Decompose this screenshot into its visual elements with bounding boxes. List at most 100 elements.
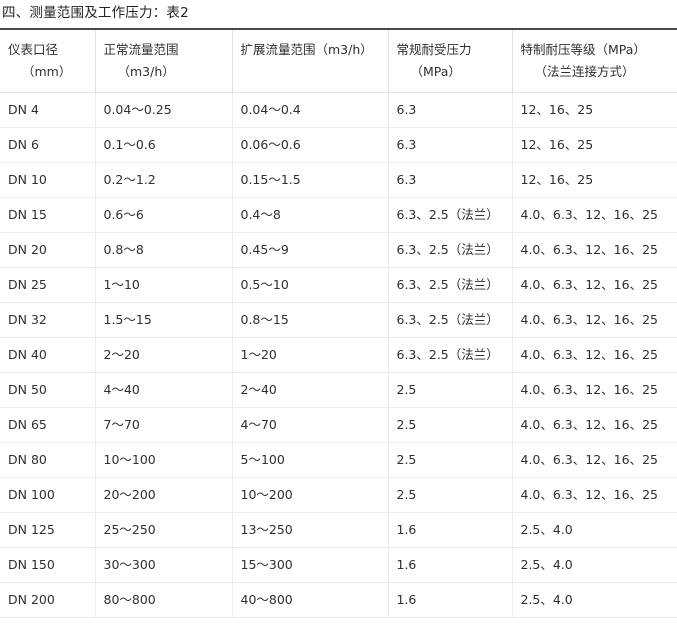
column-header-caliber-line1: 仪表口径 [8,42,59,57]
cell-extended-flow-range: 40～800 [232,582,389,618]
table-row: DN 6 0.1～0.6 0.06～0.6 6.3 12、16、25 [0,127,677,163]
cell-normal-flow-range: 25～250 [95,512,233,548]
column-header-normal-flow-range-line2: （m3/h） [117,64,175,79]
cell-caliber: DN 6 [0,127,96,163]
cell-standard-pressure: 2.5 [388,372,513,408]
cell-caliber: DN 80 [0,442,96,478]
table-row: DN 20 0.8～8 0.45～9 6.3、2.5（法兰） 4.0、6.3、12、16… [0,232,677,268]
column-header-normal-flow-range: 正常流量范围 （m3/h） [95,28,233,93]
cell-caliber: DN 100 [0,477,96,513]
cell-special-pressure: 12、16、25 [512,127,677,163]
cell-normal-flow-range: 1.5～15 [95,302,233,338]
cell-normal-flow-range: 80～800 [95,582,233,618]
cell-special-pressure: 4.0、6.3、12、16、25 [512,477,677,513]
cell-extended-flow-range: 0.06～0.6 [232,127,389,163]
measurement-range-pressure-table: 仪表口径 （mm） 正常流量范围 （m3/h） 扩展流量范围（m3/h） 常规耐… [0,28,677,618]
cell-special-pressure: 4.0、6.3、12、16、25 [512,442,677,478]
section-title: 四、测量范围及工作压力：表2 [2,5,189,21]
cell-special-pressure: 12、16、25 [512,162,677,198]
cell-special-pressure: 4.0、6.3、12、16、25 [512,232,677,268]
cell-standard-pressure: 1.6 [388,547,513,583]
cell-extended-flow-range: 1～20 [232,337,389,373]
cell-caliber: DN 32 [0,302,96,338]
cell-caliber: DN 200 [0,582,96,618]
cell-extended-flow-range: 0.8～15 [232,302,389,338]
cell-extended-flow-range: 0.5～10 [232,267,389,303]
cell-extended-flow-range: 10～200 [232,477,389,513]
cell-special-pressure: 2.5、4.0 [512,582,677,618]
cell-normal-flow-range: 20～200 [95,477,233,513]
cell-caliber: DN 40 [0,337,96,373]
cell-normal-flow-range: 30～300 [95,547,233,583]
cell-normal-flow-range: 4～40 [95,372,233,408]
table-row: DN 150 30～300 15～300 1.6 2.5、4.0 [0,547,677,583]
column-header-special-pressure-line1: 特制耐压等级（MPa） [520,42,646,57]
cell-caliber: DN 25 [0,267,96,303]
table-header-row: 仪表口径 （mm） 正常流量范围 （m3/h） 扩展流量范围（m3/h） 常规耐… [0,28,677,93]
cell-normal-flow-range: 1～10 [95,267,233,303]
table-header: 仪表口径 （mm） 正常流量范围 （m3/h） 扩展流量范围（m3/h） 常规耐… [0,28,677,93]
column-header-normal-flow-range-line1: 正常流量范围 [103,42,179,57]
cell-standard-pressure: 6.3 [388,127,513,163]
cell-special-pressure: 4.0、6.3、12、16、25 [512,372,677,408]
table-row: DN 200 80～800 40～800 1.6 2.5、4.0 [0,582,677,618]
cell-normal-flow-range: 0.2～1.2 [95,162,233,198]
cell-standard-pressure: 6.3、2.5（法兰） [388,197,513,233]
cell-caliber: DN 10 [0,162,96,198]
spec-table-container: 仪表口径 （mm） 正常流量范围 （m3/h） 扩展流量范围（m3/h） 常规耐… [0,28,677,618]
table-row: DN 15 0.6～6 0.4～8 6.3、2.5（法兰） 4.0、6.3、12、16、… [0,197,677,233]
column-header-caliber: 仪表口径 （mm） [0,28,96,93]
cell-normal-flow-range: 0.6～6 [95,197,233,233]
cell-special-pressure: 4.0、6.3、12、16、25 [512,302,677,338]
table-row: DN 4 0.04～0.25 0.04～0.4 6.3 12、16、25 [0,92,677,128]
cell-special-pressure: 2.5、4.0 [512,547,677,583]
column-header-standard-pressure-line1: 常规耐受压力 [396,42,472,57]
cell-normal-flow-range: 7～70 [95,407,233,443]
cell-caliber: DN 4 [0,92,96,128]
cell-standard-pressure: 2.5 [388,407,513,443]
cell-caliber: DN 65 [0,407,96,443]
table-row: DN 65 7～70 4～70 2.5 4.0、6.3、12、16、25 [0,407,677,443]
table-row: DN 10 0.2～1.2 0.15～1.5 6.3 12、16、25 [0,162,677,198]
column-header-extended-flow-range: 扩展流量范围（m3/h） [232,28,389,93]
cell-special-pressure: 4.0、6.3、12、16、25 [512,337,677,373]
cell-normal-flow-range: 10～100 [95,442,233,478]
table-row: DN 80 10～100 5～100 2.5 4.0、6.3、12、16、25 [0,442,677,478]
cell-standard-pressure: 6.3 [388,162,513,198]
cell-caliber: DN 20 [0,232,96,268]
cell-caliber: DN 15 [0,197,96,233]
table-row: DN 50 4～40 2～40 2.5 4.0、6.3、12、16、25 [0,372,677,408]
cell-special-pressure: 4.0、6.3、12、16、25 [512,267,677,303]
cell-special-pressure: 12、16、25 [512,92,677,128]
cell-extended-flow-range: 2～40 [232,372,389,408]
cell-extended-flow-range: 0.15～1.5 [232,162,389,198]
cell-standard-pressure: 2.5 [388,477,513,513]
table-row: DN 25 1～10 0.5～10 6.3、2.5（法兰） 4.0、6.3、12、16、… [0,267,677,303]
column-header-special-pressure: 特制耐压等级（MPa） （法兰连接方式） [512,28,677,93]
cell-standard-pressure: 6.3 [388,92,513,128]
cell-extended-flow-range: 4～70 [232,407,389,443]
cell-normal-flow-range: 0.04～0.25 [95,92,233,128]
table-body: DN 4 0.04～0.25 0.04～0.4 6.3 12、16、25 DN 6 0.1～… [0,92,677,618]
cell-standard-pressure: 1.6 [388,512,513,548]
cell-standard-pressure: 6.3、2.5（法兰） [388,232,513,268]
cell-normal-flow-range: 0.1～0.6 [95,127,233,163]
cell-standard-pressure: 2.5 [388,442,513,478]
column-header-standard-pressure: 常规耐受压力 （MPa） [388,28,513,93]
cell-extended-flow-range: 0.4～8 [232,197,389,233]
cell-special-pressure: 4.0、6.3、12、16、25 [512,197,677,233]
cell-extended-flow-range: 15～300 [232,547,389,583]
column-header-special-pressure-line2: （法兰连接方式） [534,64,635,79]
table-row: DN 125 25～250 13～250 1.6 2.5、4.0 [0,512,677,548]
cell-standard-pressure: 6.3、2.5（法兰） [388,302,513,338]
table-row: DN 32 1.5～15 0.8～15 6.3、2.5（法兰） 4.0、6.3、12、1… [0,302,677,338]
cell-standard-pressure: 6.3、2.5（法兰） [388,337,513,373]
cell-normal-flow-range: 0.8～8 [95,232,233,268]
cell-special-pressure: 2.5、4.0 [512,512,677,548]
cell-caliber: DN 150 [0,547,96,583]
cell-special-pressure: 4.0、6.3、12、16、25 [512,407,677,443]
column-header-extended-flow-range-line1: 扩展流量范围（m3/h） [240,42,373,57]
column-header-standard-pressure-line2: （MPa） [410,64,461,79]
table-row: DN 40 2～20 1～20 6.3、2.5（法兰） 4.0、6.3、12、16、25 [0,337,677,373]
